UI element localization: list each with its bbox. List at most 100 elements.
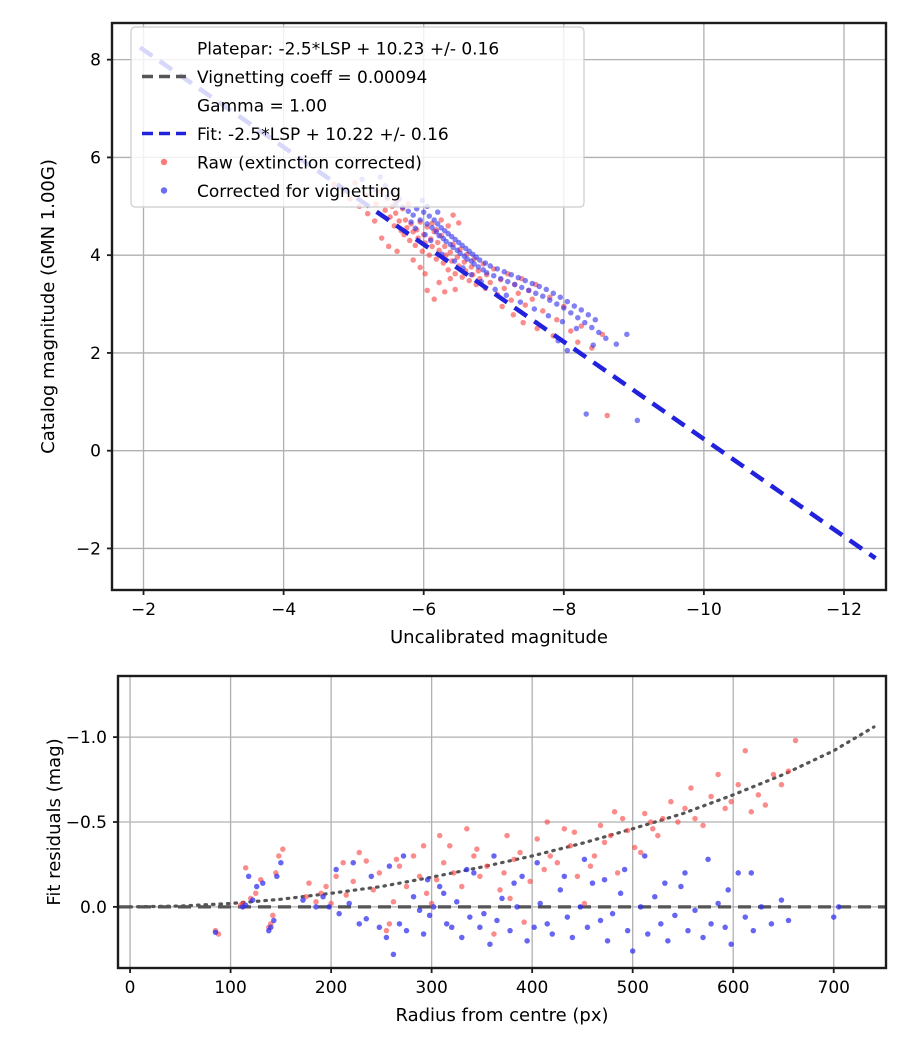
data-point [611,809,618,815]
data-point [340,859,346,866]
data-point [371,218,378,224]
data-point [544,921,550,927]
data-point [624,927,631,934]
data-point [419,248,426,255]
data-point [522,302,529,308]
data-point [402,217,409,223]
y-tick-label: 0 [90,442,101,462]
data-point [430,904,437,910]
legend-entry[interactable]: Platepar: -2.5*LSP + 10.23 +/- 0.16 [197,40,499,60]
legend-entry-label: Platepar: -2.5*LSP + 10.23 +/- 0.16 [197,40,499,60]
data-point [326,904,332,910]
data-point [728,798,734,805]
data-point [685,927,691,934]
y-tick-label: −2 [76,539,101,559]
data-point [631,844,638,851]
data-point [253,883,260,890]
y-tick-label: 4 [90,246,101,266]
data-point [568,328,574,334]
data-point [510,312,517,318]
legend-dot-swatch [160,187,168,194]
data-point [678,883,684,890]
legend-entry[interactable]: Vignetting coeff = 0.00094 [142,68,427,88]
data-point [830,914,837,920]
data-point [501,870,507,876]
data-point [452,286,458,293]
data-point [561,305,567,311]
data-point [424,876,431,883]
x-tick-label: 600 [717,978,749,998]
data-point [497,887,503,893]
data-point [429,225,435,231]
data-point [533,290,539,297]
data-point [471,870,477,876]
data-point [356,849,363,856]
data-point [477,924,483,931]
data-point [422,231,428,238]
x-tick-label: −2 [131,600,156,620]
data-point [448,924,455,931]
data-point [368,873,375,880]
legend-entry-label: Corrected for vignetting [197,182,401,202]
data-point [252,890,259,897]
data-point [564,347,571,354]
data-point [475,268,482,274]
legend-entry[interactable]: Fit: -2.5*LSP + 10.22 +/- 0.16 [142,125,449,145]
data-point [574,873,581,880]
data-point [561,873,568,880]
y-axis-label: Fit residuals (mag) [44,738,65,905]
data-point [271,917,277,924]
data-point [792,737,799,744]
data-point [564,298,571,305]
data-point [394,248,400,255]
data-point [423,890,430,897]
data-point [390,899,397,905]
vignetting-model-curve [128,725,876,909]
data-point [637,849,644,856]
data-point [722,924,728,931]
data-point [499,303,505,310]
legend-entry[interactable]: Raw (extinction corrected) [160,154,422,174]
data-point [487,941,493,947]
data-point [672,912,678,919]
data-point [434,221,441,227]
x-axis-label: Radius from centre (px) [395,1005,608,1026]
data-point [467,914,473,920]
data-point [508,297,515,303]
data-point [526,287,532,294]
data-point [591,853,598,859]
data-point [498,275,504,282]
x-axis-label: Uncalibrated magnitude [390,627,608,648]
data-point [242,902,249,908]
data-point [438,217,444,223]
data-point [541,866,547,873]
legend-entry[interactable]: Corrected for vignetting [160,182,401,202]
data-point [573,325,580,332]
data-point [652,893,658,900]
data-point [426,912,433,919]
data-point [592,316,599,323]
legend: Platepar: -2.5*LSP + 10.23 +/- 0.16 Vigne… [130,26,585,208]
x-tick-label: 700 [818,978,850,998]
data-point [440,859,447,866]
data-point [514,904,520,910]
data-point [454,899,460,905]
data-point [482,260,489,266]
legend-entry[interactable]: Gamma = 1.00 [197,97,327,117]
data-point [443,238,449,245]
data-point [537,900,543,907]
data-point [464,256,470,262]
data-point [522,277,529,284]
data-point [406,237,413,244]
data-point [476,257,483,263]
data-point [682,870,688,876]
data-point [578,307,585,313]
data-point [564,914,571,920]
data-point [641,810,648,817]
data-point [433,228,440,235]
data-point [692,907,698,914]
data-point [276,853,282,859]
data-point [534,859,540,866]
data-point [619,815,626,822]
